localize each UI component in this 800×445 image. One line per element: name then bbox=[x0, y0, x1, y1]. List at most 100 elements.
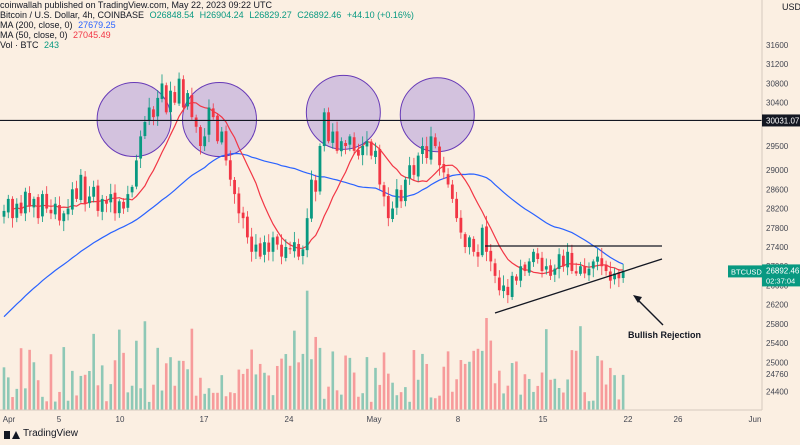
volume-bar bbox=[143, 321, 147, 410]
candle-body bbox=[425, 146, 429, 159]
candle-body bbox=[241, 212, 245, 219]
volume-bar bbox=[472, 350, 475, 410]
candle-body bbox=[199, 127, 202, 146]
volume-bar bbox=[32, 362, 36, 410]
candle-body bbox=[519, 266, 523, 281]
price-tick-label: 28600 bbox=[766, 185, 789, 194]
candle-body bbox=[203, 136, 207, 147]
volume-bar bbox=[53, 401, 57, 410]
price-tick-label: 24400 bbox=[766, 387, 789, 396]
volume-bar bbox=[113, 360, 117, 410]
volume-bar bbox=[152, 384, 155, 410]
volume-bar bbox=[220, 375, 224, 410]
price-badge-value: 26892.46 bbox=[766, 266, 800, 275]
volume-bar bbox=[126, 392, 130, 410]
volume-bar bbox=[160, 390, 164, 410]
candle-body bbox=[386, 196, 390, 219]
price-axis-bg bbox=[762, 0, 800, 445]
volume-bar bbox=[596, 355, 599, 410]
candle-body bbox=[604, 264, 608, 272]
volume-bar bbox=[250, 349, 253, 410]
volume-bar bbox=[485, 318, 488, 410]
candle-body bbox=[408, 165, 412, 179]
symbol-badge-bg bbox=[728, 265, 762, 278]
candle-body bbox=[75, 188, 78, 199]
candle-body bbox=[301, 249, 305, 257]
candle-body bbox=[429, 136, 433, 160]
candles bbox=[2, 72, 625, 304]
price-tick-label: 30400 bbox=[766, 99, 789, 108]
candle-body bbox=[348, 136, 352, 145]
candle-body bbox=[211, 108, 215, 118]
candle-body bbox=[335, 131, 339, 151]
volume-bar bbox=[122, 352, 125, 410]
time-tick-label: 26 bbox=[674, 415, 683, 424]
volume-bar bbox=[425, 363, 429, 410]
low-value: L26829.27 bbox=[249, 10, 292, 20]
candle-body bbox=[493, 263, 497, 276]
candle-body bbox=[49, 209, 53, 214]
volume-bar bbox=[224, 396, 228, 410]
volume-bar bbox=[254, 374, 258, 410]
ma50-value: 27045.49 bbox=[73, 30, 111, 40]
price-tick-label: 30800 bbox=[766, 79, 789, 88]
candle-body bbox=[502, 285, 505, 292]
volume-bar bbox=[613, 375, 616, 410]
volume-bar bbox=[135, 340, 138, 410]
volume-bar bbox=[237, 369, 241, 410]
price-tick-label: 28200 bbox=[766, 205, 789, 214]
volume-bars bbox=[2, 290, 625, 410]
candle-body bbox=[557, 254, 561, 269]
candle-body bbox=[476, 252, 480, 257]
volume-bar bbox=[438, 395, 441, 410]
candle-body bbox=[344, 142, 347, 146]
candle-body bbox=[117, 201, 121, 214]
ma50-line: MA (50, close, 0) 27045.49 bbox=[0, 30, 417, 40]
volume-bar bbox=[523, 374, 527, 410]
candle-body bbox=[70, 189, 74, 210]
candle-body bbox=[245, 216, 249, 238]
volume-bar bbox=[604, 384, 608, 410]
volume-bar bbox=[314, 336, 318, 410]
candle-body bbox=[237, 193, 241, 214]
candle-body bbox=[596, 256, 599, 262]
candle-body bbox=[322, 112, 326, 147]
candle-body bbox=[540, 257, 544, 272]
volume-bar bbox=[459, 360, 463, 410]
volume-bar bbox=[544, 329, 548, 410]
candle-body bbox=[433, 137, 437, 146]
candle-body bbox=[613, 273, 617, 280]
candle-body bbox=[591, 261, 595, 269]
candle-body bbox=[506, 286, 510, 296]
candle-body bbox=[544, 266, 548, 270]
volume-bar bbox=[310, 359, 313, 410]
volume-bar bbox=[318, 347, 322, 410]
time-tick-label: Jun bbox=[749, 415, 762, 424]
symbol-badge: BTCUSD bbox=[731, 267, 762, 276]
time-tick-label: 15 bbox=[539, 415, 548, 424]
candle-body bbox=[173, 92, 177, 103]
volume-bar bbox=[404, 387, 407, 410]
ma200-label: MA (200, close, 0) bbox=[0, 20, 73, 30]
candle-body bbox=[15, 203, 19, 218]
candle-body bbox=[357, 149, 360, 156]
candle-body bbox=[194, 117, 198, 127]
volume-bar bbox=[395, 395, 399, 410]
volume-bar bbox=[36, 380, 40, 410]
candle-body bbox=[442, 164, 446, 173]
volume-bar bbox=[11, 397, 14, 410]
candle-body bbox=[28, 193, 32, 207]
candle-body bbox=[62, 213, 66, 222]
volume-bar bbox=[532, 391, 535, 410]
candle-body bbox=[587, 268, 591, 276]
candle-body bbox=[19, 202, 23, 214]
volume-bar bbox=[553, 378, 557, 410]
volume-line: Vol · BTC 243 bbox=[0, 40, 417, 50]
candle-body bbox=[327, 112, 330, 142]
candle-body bbox=[6, 198, 10, 213]
volume-bar bbox=[451, 391, 454, 410]
candle-body bbox=[292, 242, 296, 252]
rejection-arrow-shaft bbox=[636, 298, 664, 326]
candle-body bbox=[318, 146, 322, 192]
